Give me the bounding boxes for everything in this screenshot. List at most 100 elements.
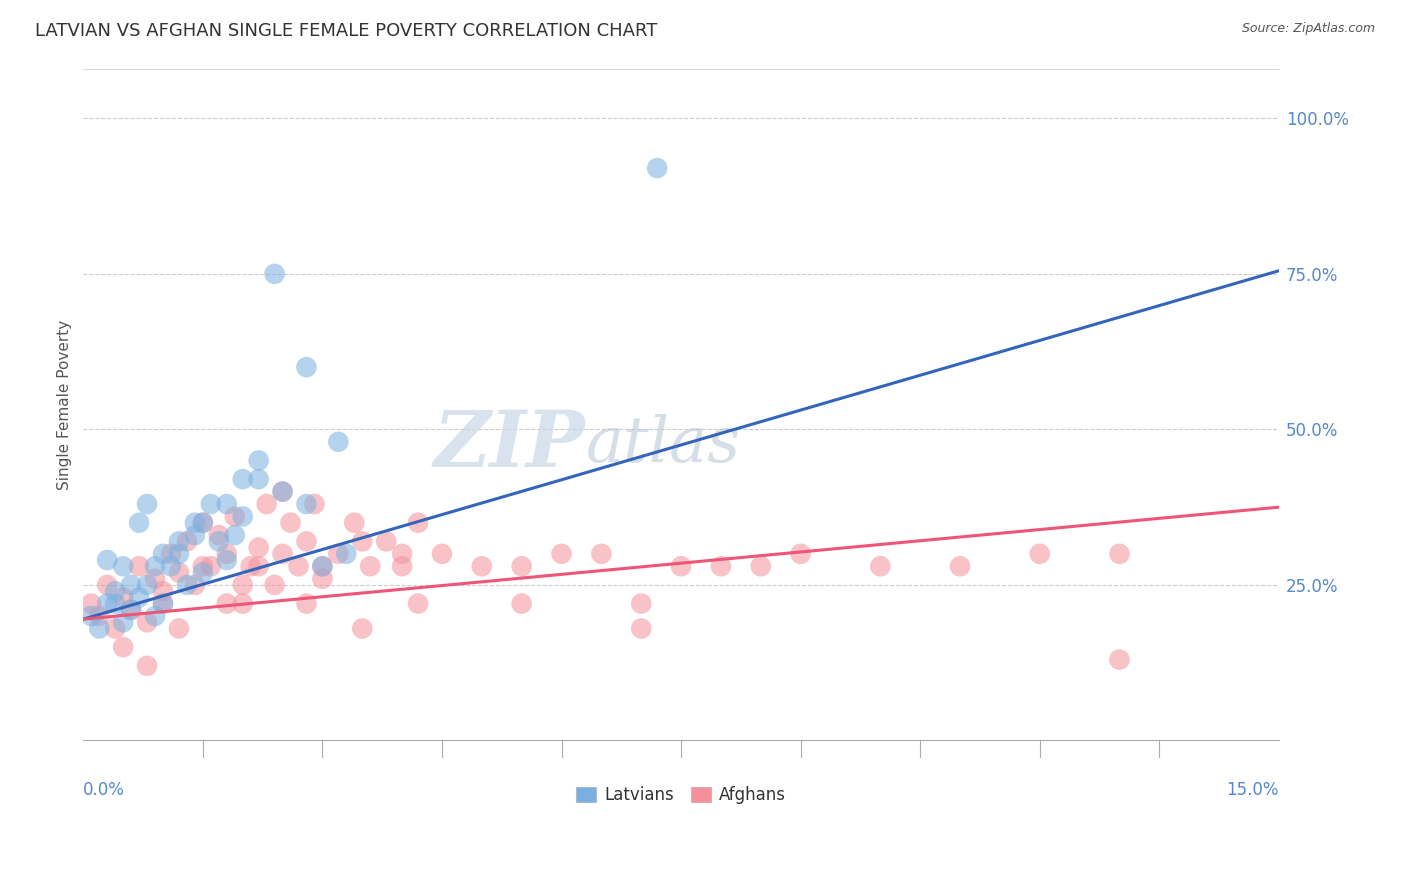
Point: [80, 609, 103, 624]
Point: [247, 559, 270, 574]
Point: [152, 597, 174, 611]
Point: [167, 566, 190, 580]
Point: [184, 578, 207, 592]
Point: [104, 597, 127, 611]
Point: [710, 559, 733, 574]
Point: [263, 578, 285, 592]
Point: [869, 559, 891, 574]
Point: [215, 597, 238, 611]
Point: [120, 578, 142, 592]
Point: [89, 609, 111, 624]
Point: [120, 603, 142, 617]
Point: [112, 559, 135, 574]
Point: [200, 497, 222, 511]
Point: [271, 484, 294, 499]
Point: [136, 615, 159, 630]
Point: [1108, 652, 1130, 666]
Point: [471, 559, 494, 574]
Point: [160, 559, 183, 574]
Point: [311, 572, 333, 586]
Point: [96, 597, 118, 611]
Text: atlas: atlas: [585, 414, 741, 475]
Point: [271, 547, 294, 561]
Point: [232, 578, 254, 592]
Point: [295, 360, 318, 375]
Point: [375, 534, 398, 549]
Point: [215, 553, 238, 567]
Point: [430, 547, 453, 561]
Point: [191, 566, 214, 580]
Point: [104, 584, 127, 599]
Point: [184, 528, 207, 542]
Point: [167, 547, 190, 561]
Point: [645, 161, 668, 175]
Point: [335, 547, 357, 561]
Point: [136, 658, 159, 673]
Point: [352, 622, 374, 636]
Point: [96, 578, 118, 592]
Text: 0.0%: 0.0%: [83, 780, 125, 799]
Point: [143, 559, 166, 574]
Point: [630, 597, 652, 611]
Point: [343, 516, 366, 530]
Point: [184, 516, 207, 530]
Point: [112, 640, 135, 654]
Point: [112, 591, 135, 605]
Point: [120, 603, 142, 617]
Point: [128, 591, 150, 605]
Point: [191, 516, 214, 530]
Point: [224, 528, 246, 542]
Point: [550, 547, 572, 561]
Point: [224, 509, 246, 524]
Point: [191, 516, 214, 530]
Point: [510, 597, 533, 611]
Point: [200, 559, 222, 574]
Legend: Latvians, Afghans: Latvians, Afghans: [568, 778, 794, 813]
Point: [152, 584, 174, 599]
Point: [247, 541, 270, 555]
Point: [1029, 547, 1052, 561]
Point: [280, 516, 302, 530]
Point: [749, 559, 772, 574]
Point: [215, 547, 238, 561]
Point: [247, 453, 270, 467]
Point: [295, 597, 318, 611]
Point: [328, 434, 350, 449]
Point: [510, 559, 533, 574]
Point: [143, 609, 166, 624]
Point: [287, 559, 309, 574]
Y-axis label: Single Female Poverty: Single Female Poverty: [58, 319, 72, 490]
Point: [239, 559, 262, 574]
Point: [191, 559, 214, 574]
Point: [208, 528, 231, 542]
Point: [112, 615, 135, 630]
Point: [167, 534, 190, 549]
Text: ZIP: ZIP: [434, 407, 585, 483]
Point: [630, 622, 652, 636]
Point: [247, 472, 270, 486]
Point: [208, 534, 231, 549]
Point: [295, 497, 318, 511]
Point: [406, 597, 429, 611]
Point: [215, 497, 238, 511]
Point: [359, 559, 381, 574]
Point: [949, 559, 972, 574]
Point: [232, 597, 254, 611]
Point: [789, 547, 811, 561]
Point: [152, 597, 174, 611]
Point: [271, 484, 294, 499]
Point: [311, 559, 333, 574]
Point: [80, 597, 103, 611]
Text: 15.0%: 15.0%: [1226, 780, 1279, 799]
Point: [304, 497, 326, 511]
Point: [136, 497, 159, 511]
Point: [176, 578, 198, 592]
Point: [136, 578, 159, 592]
Point: [104, 622, 127, 636]
Point: [143, 572, 166, 586]
Point: [295, 534, 318, 549]
Point: [263, 267, 285, 281]
Point: [176, 534, 198, 549]
Point: [1108, 547, 1130, 561]
Point: [232, 509, 254, 524]
